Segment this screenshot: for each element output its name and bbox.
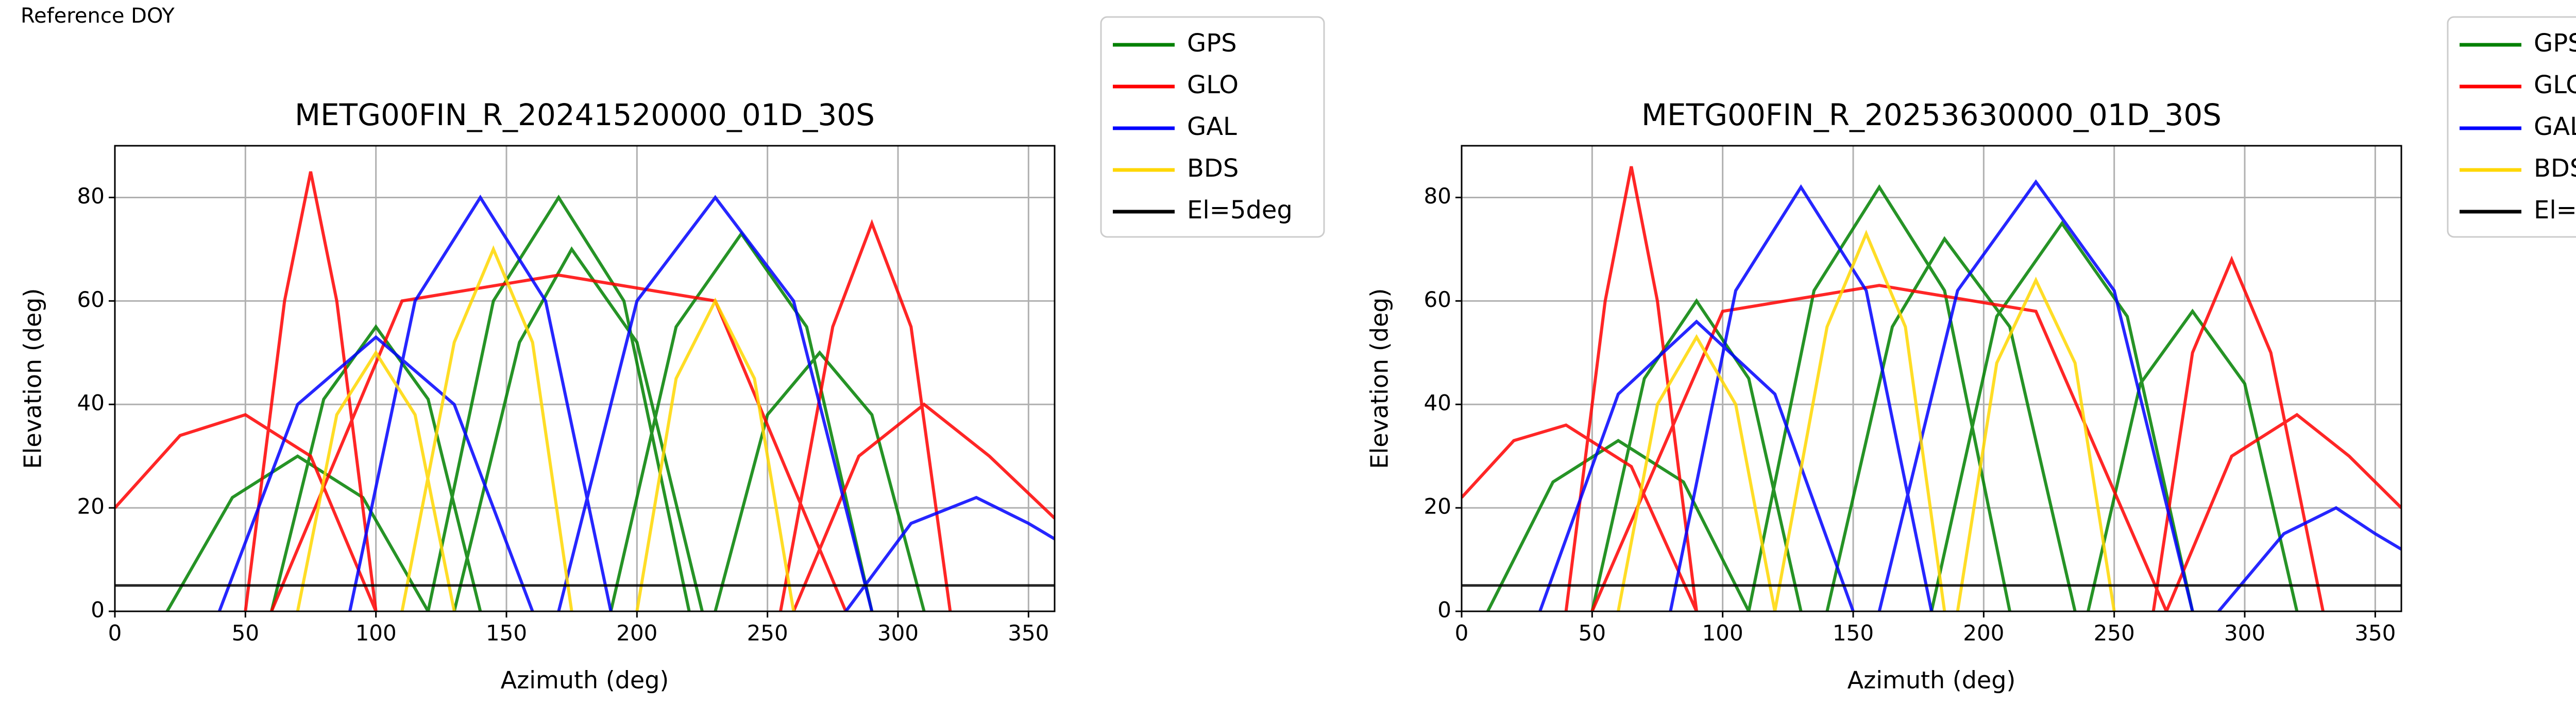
legend-label: El=5deg [1187, 196, 1293, 225]
y-tick-label: 40 [77, 390, 105, 416]
plot-frame [114, 145, 1056, 612]
x-tick-label: 300 [877, 621, 919, 646]
series-line [1486, 184, 2299, 611]
series-line [115, 171, 1055, 611]
x-tick-label: 50 [232, 621, 259, 646]
y-tick-label: 80 [1424, 183, 1451, 209]
x-axis-label: Azimuth (deg) [501, 666, 669, 694]
y-tick-label: 0 [91, 597, 105, 623]
series-line [217, 194, 1055, 611]
chart-title: METG00FIN_R_20253630000_01D_30S [1641, 97, 2222, 132]
y-tick-label: 20 [1424, 494, 1451, 519]
x-tick-label: 0 [1455, 621, 1469, 646]
x-tick-label: 50 [1579, 621, 1606, 646]
y-axis-label: Elevation (deg) [1366, 288, 1394, 469]
legend-box [1100, 16, 1325, 238]
x-tick-label: 350 [2354, 621, 2396, 646]
legend-label: BDS [2534, 154, 2576, 183]
plot-frame [1461, 145, 2402, 612]
legend-label: GLO [1187, 71, 1239, 99]
x-tick-label: 150 [1833, 621, 1874, 646]
y-tick-label: 0 [1437, 597, 1451, 623]
x-tick-label: 250 [747, 621, 788, 646]
legend-label: GAL [1187, 112, 1237, 141]
x-tick-label: 300 [2224, 621, 2265, 646]
legend-label: GLO [2534, 71, 2576, 99]
reference-label: Reference DOY [21, 4, 175, 28]
y-tick-label: 60 [77, 287, 105, 312]
x-tick-label: 0 [108, 621, 122, 646]
legend-label: El=5deg [2534, 196, 2576, 225]
legend-label: BDS [1187, 154, 1239, 183]
x-axis-label: Azimuth (deg) [1848, 666, 2016, 694]
y-tick-label: 60 [1424, 287, 1451, 312]
x-tick-label: 100 [1702, 621, 1743, 646]
legend-label: GPS [2534, 29, 2576, 58]
y-tick-label: 20 [77, 494, 105, 519]
x-tick-label: 100 [355, 621, 397, 646]
x-tick-label: 250 [2094, 621, 2135, 646]
series-line [1617, 230, 2116, 611]
x-tick-label: 200 [1963, 621, 2004, 646]
legend-label: GPS [1187, 29, 1237, 58]
y-tick-label: 80 [77, 183, 105, 209]
series-line [165, 194, 926, 611]
series-line [1538, 179, 2401, 611]
x-tick-label: 150 [486, 621, 527, 646]
x-tick-label: 200 [616, 621, 657, 646]
series-line [1462, 166, 2401, 611]
y-tick-label: 40 [1424, 390, 1451, 416]
x-tick-label: 350 [1008, 621, 1049, 646]
legend-label: GAL [2534, 112, 2576, 141]
y-axis-label: Elevation (deg) [19, 288, 47, 469]
chart-title: METG00FIN_R_20241520000_01D_30S [295, 97, 875, 132]
series-line [296, 245, 795, 611]
